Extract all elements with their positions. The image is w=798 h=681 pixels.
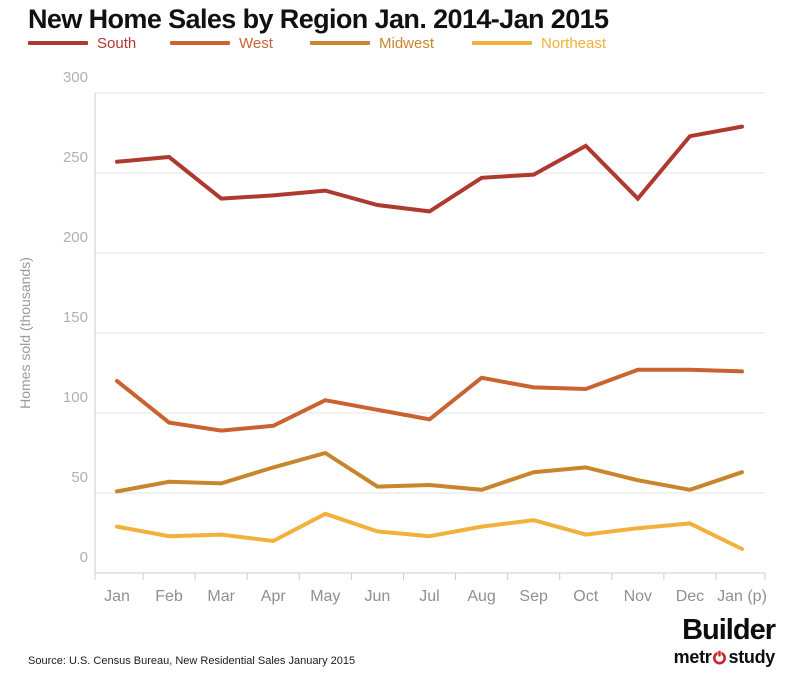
legend-label-west: West xyxy=(239,34,273,52)
x-tick-label-Feb: Feb xyxy=(155,588,183,605)
x-tick-label-Sep: Sep xyxy=(519,588,548,605)
line-west xyxy=(115,367,744,433)
chart-legend: South West Midwest Northeast xyxy=(0,35,798,53)
power-o-icon xyxy=(713,649,727,664)
x-tick-label-May: May xyxy=(310,588,340,605)
x-tick-label-Apr: Apr xyxy=(261,588,287,605)
y-tick-label-300: 300 xyxy=(63,69,88,86)
legend-label-south: South xyxy=(97,34,137,52)
y-tick-label-150: 150 xyxy=(63,309,88,326)
metro-text-pre: metr xyxy=(673,647,712,667)
midwest-line-swatch xyxy=(310,41,370,45)
x-tick-label-Mar: Mar xyxy=(207,588,235,605)
x-tick-label-Nov: Nov xyxy=(624,588,652,605)
x-tick-label-Aug: Aug xyxy=(467,588,495,605)
legend-item-south: South xyxy=(28,35,136,51)
legend-item-west: West xyxy=(170,35,273,51)
legend-item-midwest: Midwest xyxy=(310,35,434,51)
source-attribution: Source: U.S. Census Bureau, New Resident… xyxy=(28,655,356,667)
y-tick-label-50: 50 xyxy=(71,469,88,486)
y-tick-label-0: 0 xyxy=(80,549,88,566)
west-line-swatch xyxy=(170,41,230,45)
x-tick-label-Jan: Jan xyxy=(104,588,130,605)
x-tick-label-Dec: Dec xyxy=(676,588,704,605)
x-tick-label-Jan (p): Jan (p) xyxy=(717,588,767,605)
legend-item-northeast: Northeast xyxy=(472,35,606,51)
line-northeast xyxy=(115,511,744,551)
y-tick-label-200: 200 xyxy=(63,229,88,246)
legend-label-northeast: Northeast xyxy=(541,34,607,52)
legend-label-midwest: Midwest xyxy=(379,34,435,52)
y-axis-title: Homes sold (thousands) xyxy=(17,257,33,409)
line-south xyxy=(115,124,744,214)
northeast-line-swatch xyxy=(472,41,532,45)
page-title: New Home Sales by Region Jan. 2014-Jan 2… xyxy=(28,4,609,34)
x-tick-label-Jun: Jun xyxy=(365,588,391,605)
x-tick-label-Jul: Jul xyxy=(419,588,439,605)
south-line-swatch xyxy=(28,41,88,45)
x-tick-label-Oct: Oct xyxy=(573,588,598,605)
line-midwest xyxy=(115,450,744,494)
y-tick-label-100: 100 xyxy=(63,389,88,406)
y-tick-label-250: 250 xyxy=(63,149,88,166)
metrostudy-wordmark: metr study xyxy=(673,647,776,667)
metro-text-post: study xyxy=(728,647,775,667)
builder-wordmark: Builder xyxy=(682,614,776,646)
builder-metrostudy-logo: Builder metr study xyxy=(673,614,776,667)
